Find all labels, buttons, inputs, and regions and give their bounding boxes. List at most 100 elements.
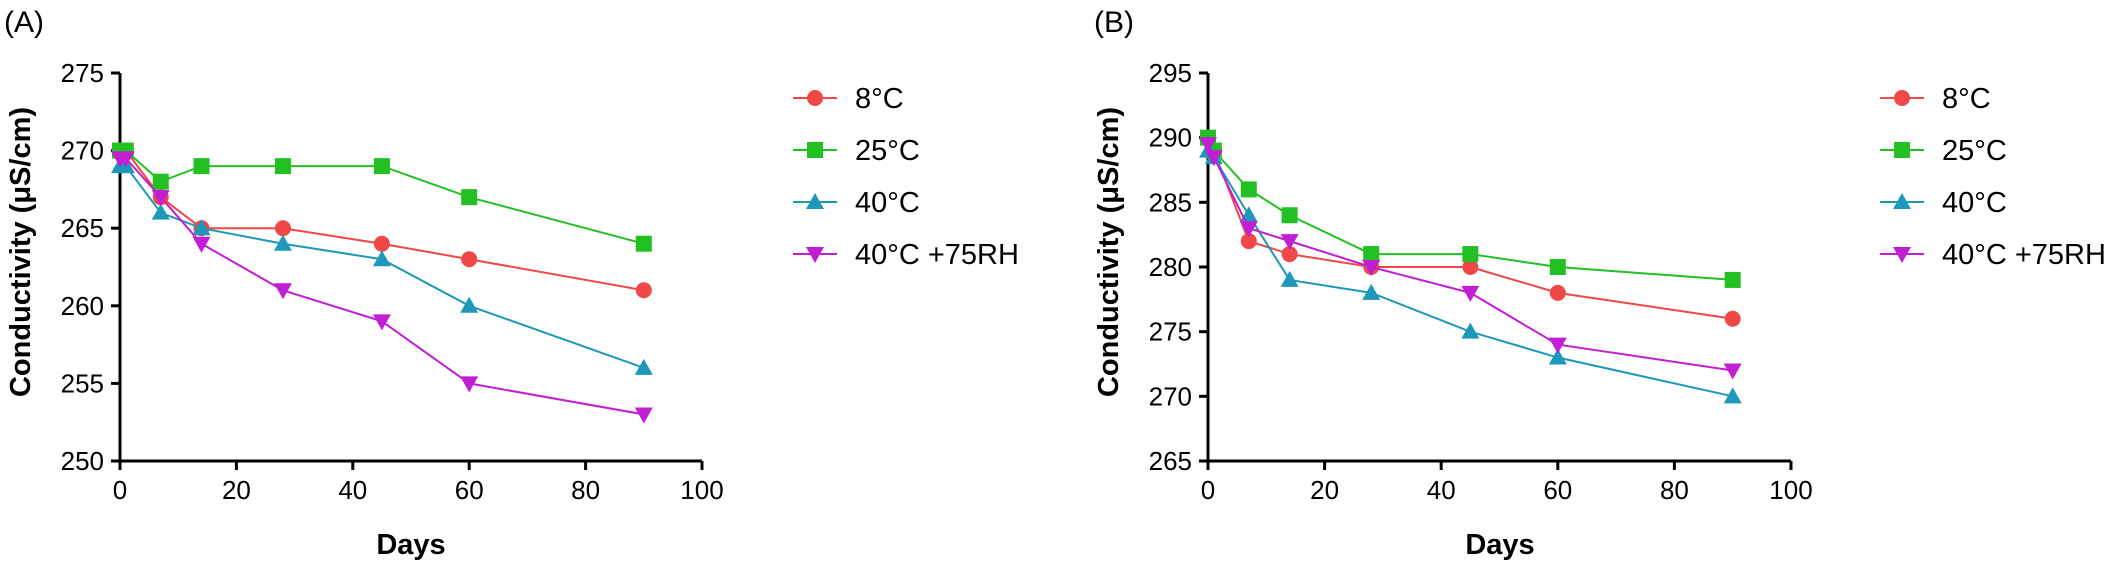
panel-b-series-2-point — [1280, 270, 1299, 287]
panel-b-series-3-point — [1723, 363, 1742, 380]
panel-a-label: (A) — [4, 6, 44, 39]
panel-b-y-tick-label: 285 — [1149, 187, 1192, 217]
panel-b-series-3-point — [1548, 337, 1567, 354]
panel-a-legend-marker-1 — [807, 142, 823, 158]
panel-a-legend-marker-2 — [806, 193, 824, 209]
panel-a-series-1-point — [152, 173, 169, 190]
panel-b: (B) 265 270 275 280 285 290 295 0 20 40 60 80 100 Da… — [1093, 6, 2106, 561]
panel-b-series-1-point — [1549, 259, 1566, 275]
panel-a-series-0-point — [373, 235, 390, 252]
panel-b-y-axis-title: Conductivity (μS/cm) — [1093, 107, 1125, 397]
panel-a-series-3-point — [460, 376, 479, 393]
panel-b-series-2-point — [1362, 283, 1381, 300]
panel-b-y-tick-label: 295 — [1149, 58, 1192, 88]
panel-a-legend-item-2: 40°C — [793, 187, 920, 219]
panel-a-legend-item-0: 8°C — [793, 83, 904, 115]
panel-a-series-line-2 — [120, 165, 645, 369]
panel-b-x-tick-label: 100 — [1769, 475, 1812, 505]
panel-a-legend-marker-3 — [806, 247, 824, 263]
panel-b-legend-label-1: 25°C — [1942, 135, 2007, 167]
panel-a-legend-label-2: 40°C — [855, 187, 920, 219]
panel-a-legend-label-0: 8°C — [855, 83, 904, 115]
panel-b-x-tick-label: 20 — [1310, 475, 1339, 505]
panel-a-y-tick-label: 260 — [61, 291, 104, 321]
panel-a-legend: 8°C 25°C 40°C 40°C +75RH — [793, 83, 1019, 271]
panel-b-legend: 8°C 25°C 40°C 40°C +75RH — [1880, 83, 2106, 271]
panel-a-y-tick-label: 265 — [61, 213, 104, 243]
panel-a-legend-item-1: 25°C — [793, 135, 920, 167]
panel-a-legend-item-3: 40°C +75RH — [793, 239, 1019, 271]
panel-b-legend-label-2: 40°C — [1942, 187, 2007, 219]
panel-b-legend-item-0: 8°C — [1880, 83, 1991, 115]
panel-b-x-tick-label: 80 — [1660, 475, 1689, 505]
panel-a-legend-label-1: 25°C — [855, 135, 920, 167]
panel-a-y-axis-title: Conductivity (μS/cm) — [5, 107, 37, 397]
panel-b-y-tick-label: 290 — [1149, 123, 1192, 153]
panel-b-legend-item-1: 25°C — [1880, 135, 2007, 167]
panel-a-plot: 250 255 260 265 270 275 0 20 40 60 80 100 — [61, 58, 724, 505]
panel-b-legend-item-3: 40°C +75RH — [1880, 239, 2106, 271]
panel-b-series-3-point — [1204, 150, 1223, 167]
panel-b-series-0-point — [1281, 246, 1298, 263]
panel-a-series-2-point — [634, 358, 653, 375]
panel-b-label: (B) — [1094, 6, 1134, 39]
panel-b-x-tick-label: 0 — [1201, 475, 1215, 505]
panel-b-y-tick-label: 275 — [1149, 317, 1192, 347]
panel-a-series-0-point — [274, 220, 291, 237]
panel-a-legend-marker-0 — [807, 90, 823, 106]
panel-a-series-1-point — [373, 158, 390, 175]
panel-b-legend-marker-0 — [1894, 90, 1910, 106]
panel-b-series-3-point — [1199, 137, 1217, 154]
panel-a-legend-label-3: 40°C +75RH — [855, 239, 1019, 271]
panel-b-plot: 265 270 275 280 285 290 295 0 20 40 60 80 100 — [1149, 58, 1813, 505]
panel-a-x-axis-title: Days — [376, 529, 445, 561]
panel-b-legend-marker-3 — [1893, 247, 1911, 263]
panel-a-series-3-point — [116, 151, 135, 168]
panel-b-y-tick-label: 280 — [1149, 252, 1192, 282]
panel-a-series-line-3 — [120, 157, 644, 416]
panel-a-series-2-point — [273, 234, 292, 251]
panel-a-series-2-point — [192, 219, 211, 236]
panel-b-series-1-point — [1240, 181, 1257, 198]
panel-a-series-1-point — [274, 158, 291, 175]
panel-a-x-tick-label: 40 — [338, 475, 367, 505]
panel-b-series-1-point — [1281, 207, 1298, 224]
panel-b-y-tick-label: 270 — [1149, 381, 1192, 411]
panel-a-x-tick-label: 100 — [680, 475, 723, 505]
panel-a-series-3-point — [192, 236, 211, 253]
panel-b-legend-item-2: 40°C — [1880, 187, 2007, 219]
panel-a-x-tick-label: 20 — [222, 475, 251, 505]
panel-a-series-2-point — [151, 203, 170, 220]
panel-b-x-tick-label: 60 — [1543, 475, 1572, 505]
panel-b-series-0-point — [1240, 233, 1257, 250]
panel-b-x-tick-label: 40 — [1427, 475, 1456, 505]
panel-a-series-3-point — [372, 314, 391, 331]
panel-b-series-0-point — [1724, 310, 1741, 327]
panel-a-series-1-point — [635, 235, 652, 252]
panel-a-y-tick-label: 270 — [61, 136, 104, 166]
panel-b-series-2-point — [1723, 387, 1742, 404]
panel-a-x-tick-label: 0 — [113, 475, 127, 505]
panel-b-series-3-point — [1239, 221, 1258, 238]
panel-b-series-0-point — [1549, 284, 1566, 301]
panel-a-series-0-point — [635, 282, 652, 299]
panel-b-series-3-point — [1461, 285, 1480, 302]
panel-a-y-tick-label: 255 — [61, 368, 104, 398]
panel-b-series-line-3 — [1207, 143, 1733, 372]
panel-a-series-2-point — [372, 250, 391, 267]
panel-b-series-0-point — [1462, 259, 1479, 275]
panel-b-series-3-point — [1362, 260, 1381, 276]
panel-b-series-3-point — [1280, 234, 1299, 251]
panel-a-series-1-point — [193, 158, 210, 175]
panel-b-legend-label-0: 8°C — [1942, 83, 1991, 115]
panel-b-y-tick-label: 265 — [1149, 446, 1192, 476]
panel-a-x-tick-label: 60 — [455, 475, 484, 505]
panel-a-series-0-point — [461, 251, 478, 268]
panel-a-series-2-point — [460, 296, 479, 313]
panel-b-series-1-point — [1724, 271, 1741, 288]
panel-b-legend-marker-1 — [1894, 142, 1910, 158]
panel-b-series-2-point — [1461, 322, 1480, 339]
panel-b-legend-marker-2 — [1893, 193, 1911, 209]
panel-a-series-1-point — [461, 189, 478, 206]
panel-a-series-3-point — [634, 407, 653, 424]
